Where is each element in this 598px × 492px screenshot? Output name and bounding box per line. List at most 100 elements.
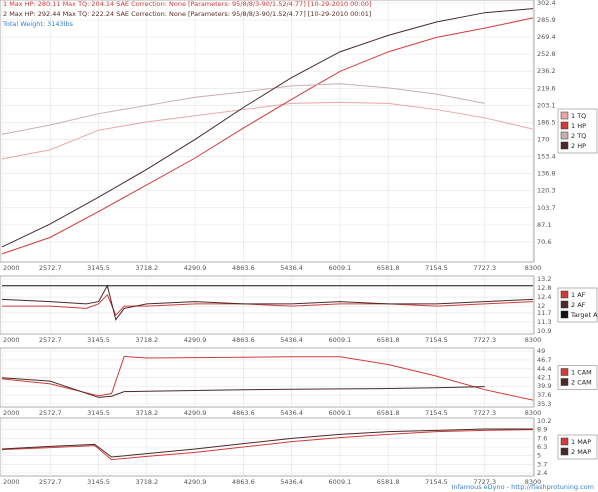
y-tick-label: 103.7 bbox=[537, 204, 556, 212]
x-tick-label: 4290.9 bbox=[184, 264, 207, 272]
x-tick-label: 2000 bbox=[3, 264, 20, 272]
x-tick-label: 2000 bbox=[3, 336, 20, 344]
series-line bbox=[1, 101, 534, 160]
x-tick-label: 7727.3 bbox=[473, 409, 496, 417]
y-tick-label: 186.5 bbox=[537, 118, 556, 126]
legend-label: 2 MAP bbox=[571, 448, 591, 456]
x-tick-label: 6009.1 bbox=[329, 478, 352, 486]
y-tick-label: 11.7 bbox=[537, 309, 551, 317]
series-line bbox=[1, 429, 534, 461]
legend-swatch bbox=[560, 310, 569, 319]
x-tick-label: 7727.3 bbox=[473, 478, 496, 486]
y-tick-label: 12.4 bbox=[537, 293, 551, 301]
y-tick-label: 11.3 bbox=[537, 318, 551, 326]
y-tick-label: 269.4 bbox=[537, 33, 556, 41]
legend-label: 2 TQ bbox=[571, 132, 586, 140]
y-tick-label: 12 bbox=[537, 302, 545, 310]
x-tick-label: 8300 bbox=[525, 264, 542, 272]
y-tick-label: 10.2 bbox=[537, 417, 551, 425]
x-tick-label: 4863.6 bbox=[232, 264, 255, 272]
legend-swatch bbox=[560, 131, 569, 140]
x-tick-label: 3145.5 bbox=[87, 336, 110, 344]
legend-label: 1 AF bbox=[571, 291, 586, 299]
x-tick-label: 5436.4 bbox=[280, 264, 303, 272]
legend-label: 1 CAM bbox=[571, 369, 592, 377]
x-tick-label: 3145.5 bbox=[87, 478, 110, 486]
y-tick-label: 120.3 bbox=[537, 187, 556, 195]
x-tick-label: 3718.2 bbox=[135, 409, 158, 417]
y-tick-label: 302.4 bbox=[537, 0, 556, 7]
y-tick-label: 46.7 bbox=[537, 356, 551, 364]
y-tick-label: 70.6 bbox=[537, 238, 551, 246]
legend-swatch bbox=[560, 141, 569, 150]
x-tick-label: 7154.5 bbox=[425, 336, 448, 344]
x-tick-label: 4863.6 bbox=[232, 336, 255, 344]
x-tick-label: 7154.5 bbox=[425, 409, 448, 417]
x-tick-label: 7727.3 bbox=[473, 336, 496, 344]
x-tick-label: 5436.4 bbox=[280, 336, 303, 344]
x-tick-label: 4290.9 bbox=[184, 409, 207, 417]
x-tick-label: 6581.8 bbox=[377, 336, 400, 344]
legend-label: 1 MAP bbox=[571, 438, 591, 446]
footer: Infamous eDyno - http://flashprotuning.c… bbox=[451, 483, 594, 491]
y-tick-label: 170 bbox=[537, 135, 549, 143]
y-tick-label: 285.9 bbox=[537, 16, 556, 24]
y-tick-label: 49 bbox=[537, 347, 545, 355]
legend-swatch bbox=[560, 447, 569, 456]
legend-swatch bbox=[560, 378, 569, 386]
y-tick-label: 236.2 bbox=[537, 67, 556, 75]
y-tick-label: 5 bbox=[537, 452, 541, 460]
x-tick-label: 5436.4 bbox=[280, 478, 303, 486]
series-line bbox=[2, 293, 534, 317]
legend-swatch bbox=[560, 111, 569, 120]
header-line-2: 2 Max HP: 292.44 Max TQ: 222.24 SAE Corr… bbox=[3, 10, 371, 18]
x-tick-label: 6581.8 bbox=[377, 478, 400, 486]
y-tick-label: 203.1 bbox=[537, 101, 556, 109]
legend-swatch bbox=[560, 368, 569, 376]
x-tick-label: 8300 bbox=[525, 478, 542, 486]
x-tick-label: 3718.2 bbox=[135, 336, 158, 344]
x-tick-label: 3718.2 bbox=[135, 478, 158, 486]
y-tick-label: 39.9 bbox=[537, 382, 551, 390]
series-line bbox=[1, 17, 534, 255]
x-tick-label: 6581.8 bbox=[377, 409, 400, 417]
legend-label: 2 AF bbox=[571, 301, 586, 309]
y-tick-label: 136.8 bbox=[537, 170, 556, 178]
x-tick-label: 7154.5 bbox=[425, 264, 448, 272]
x-tick-label: 4290.9 bbox=[184, 336, 207, 344]
y-tick-label: 13.2 bbox=[537, 275, 551, 283]
total-weight: Total Weight: 3143lbs bbox=[2, 20, 74, 28]
x-tick-label: 2000 bbox=[3, 478, 20, 486]
x-tick-label: 7727.3 bbox=[473, 264, 496, 272]
series-line bbox=[1, 8, 534, 248]
x-tick-label: 4863.6 bbox=[232, 478, 255, 486]
y-tick-label: 87.1 bbox=[537, 221, 551, 229]
y-tick-label: 7.6 bbox=[537, 434, 547, 442]
y-tick-label: 37.6 bbox=[537, 391, 551, 399]
legend-swatch bbox=[560, 290, 569, 299]
series-line bbox=[1, 355, 534, 401]
x-tick-label: 8300 bbox=[525, 336, 542, 344]
legend-label: 2 HP bbox=[571, 142, 586, 150]
x-tick-label: 2572.7 bbox=[39, 264, 62, 272]
x-tick-label: 3145.5 bbox=[87, 409, 110, 417]
y-tick-label: 252.8 bbox=[537, 50, 556, 58]
x-tick-label: 6009.1 bbox=[329, 336, 352, 344]
x-tick-label: 2000 bbox=[3, 409, 20, 417]
x-tick-label: 3145.5 bbox=[87, 264, 110, 272]
x-tick-label: 3718.2 bbox=[135, 264, 158, 272]
y-tick-label: 42.1 bbox=[537, 374, 551, 382]
y-tick-label: 2.4 bbox=[537, 469, 547, 477]
x-tick-label: 7154.5 bbox=[425, 478, 448, 486]
legend-label: 2 CAM bbox=[571, 379, 592, 387]
series-line bbox=[1, 377, 485, 398]
x-tick-label: 4863.6 bbox=[232, 409, 255, 417]
y-tick-label: 6.3 bbox=[537, 443, 547, 451]
series-line bbox=[1, 284, 534, 321]
header-line-1: 1 Max HP: 280.11 Max TQ: 204.14 SAE Corr… bbox=[3, 0, 371, 8]
legend-swatch bbox=[560, 437, 569, 446]
y-tick-label: 219.6 bbox=[537, 84, 556, 92]
x-tick-label: 2572.7 bbox=[39, 478, 62, 486]
